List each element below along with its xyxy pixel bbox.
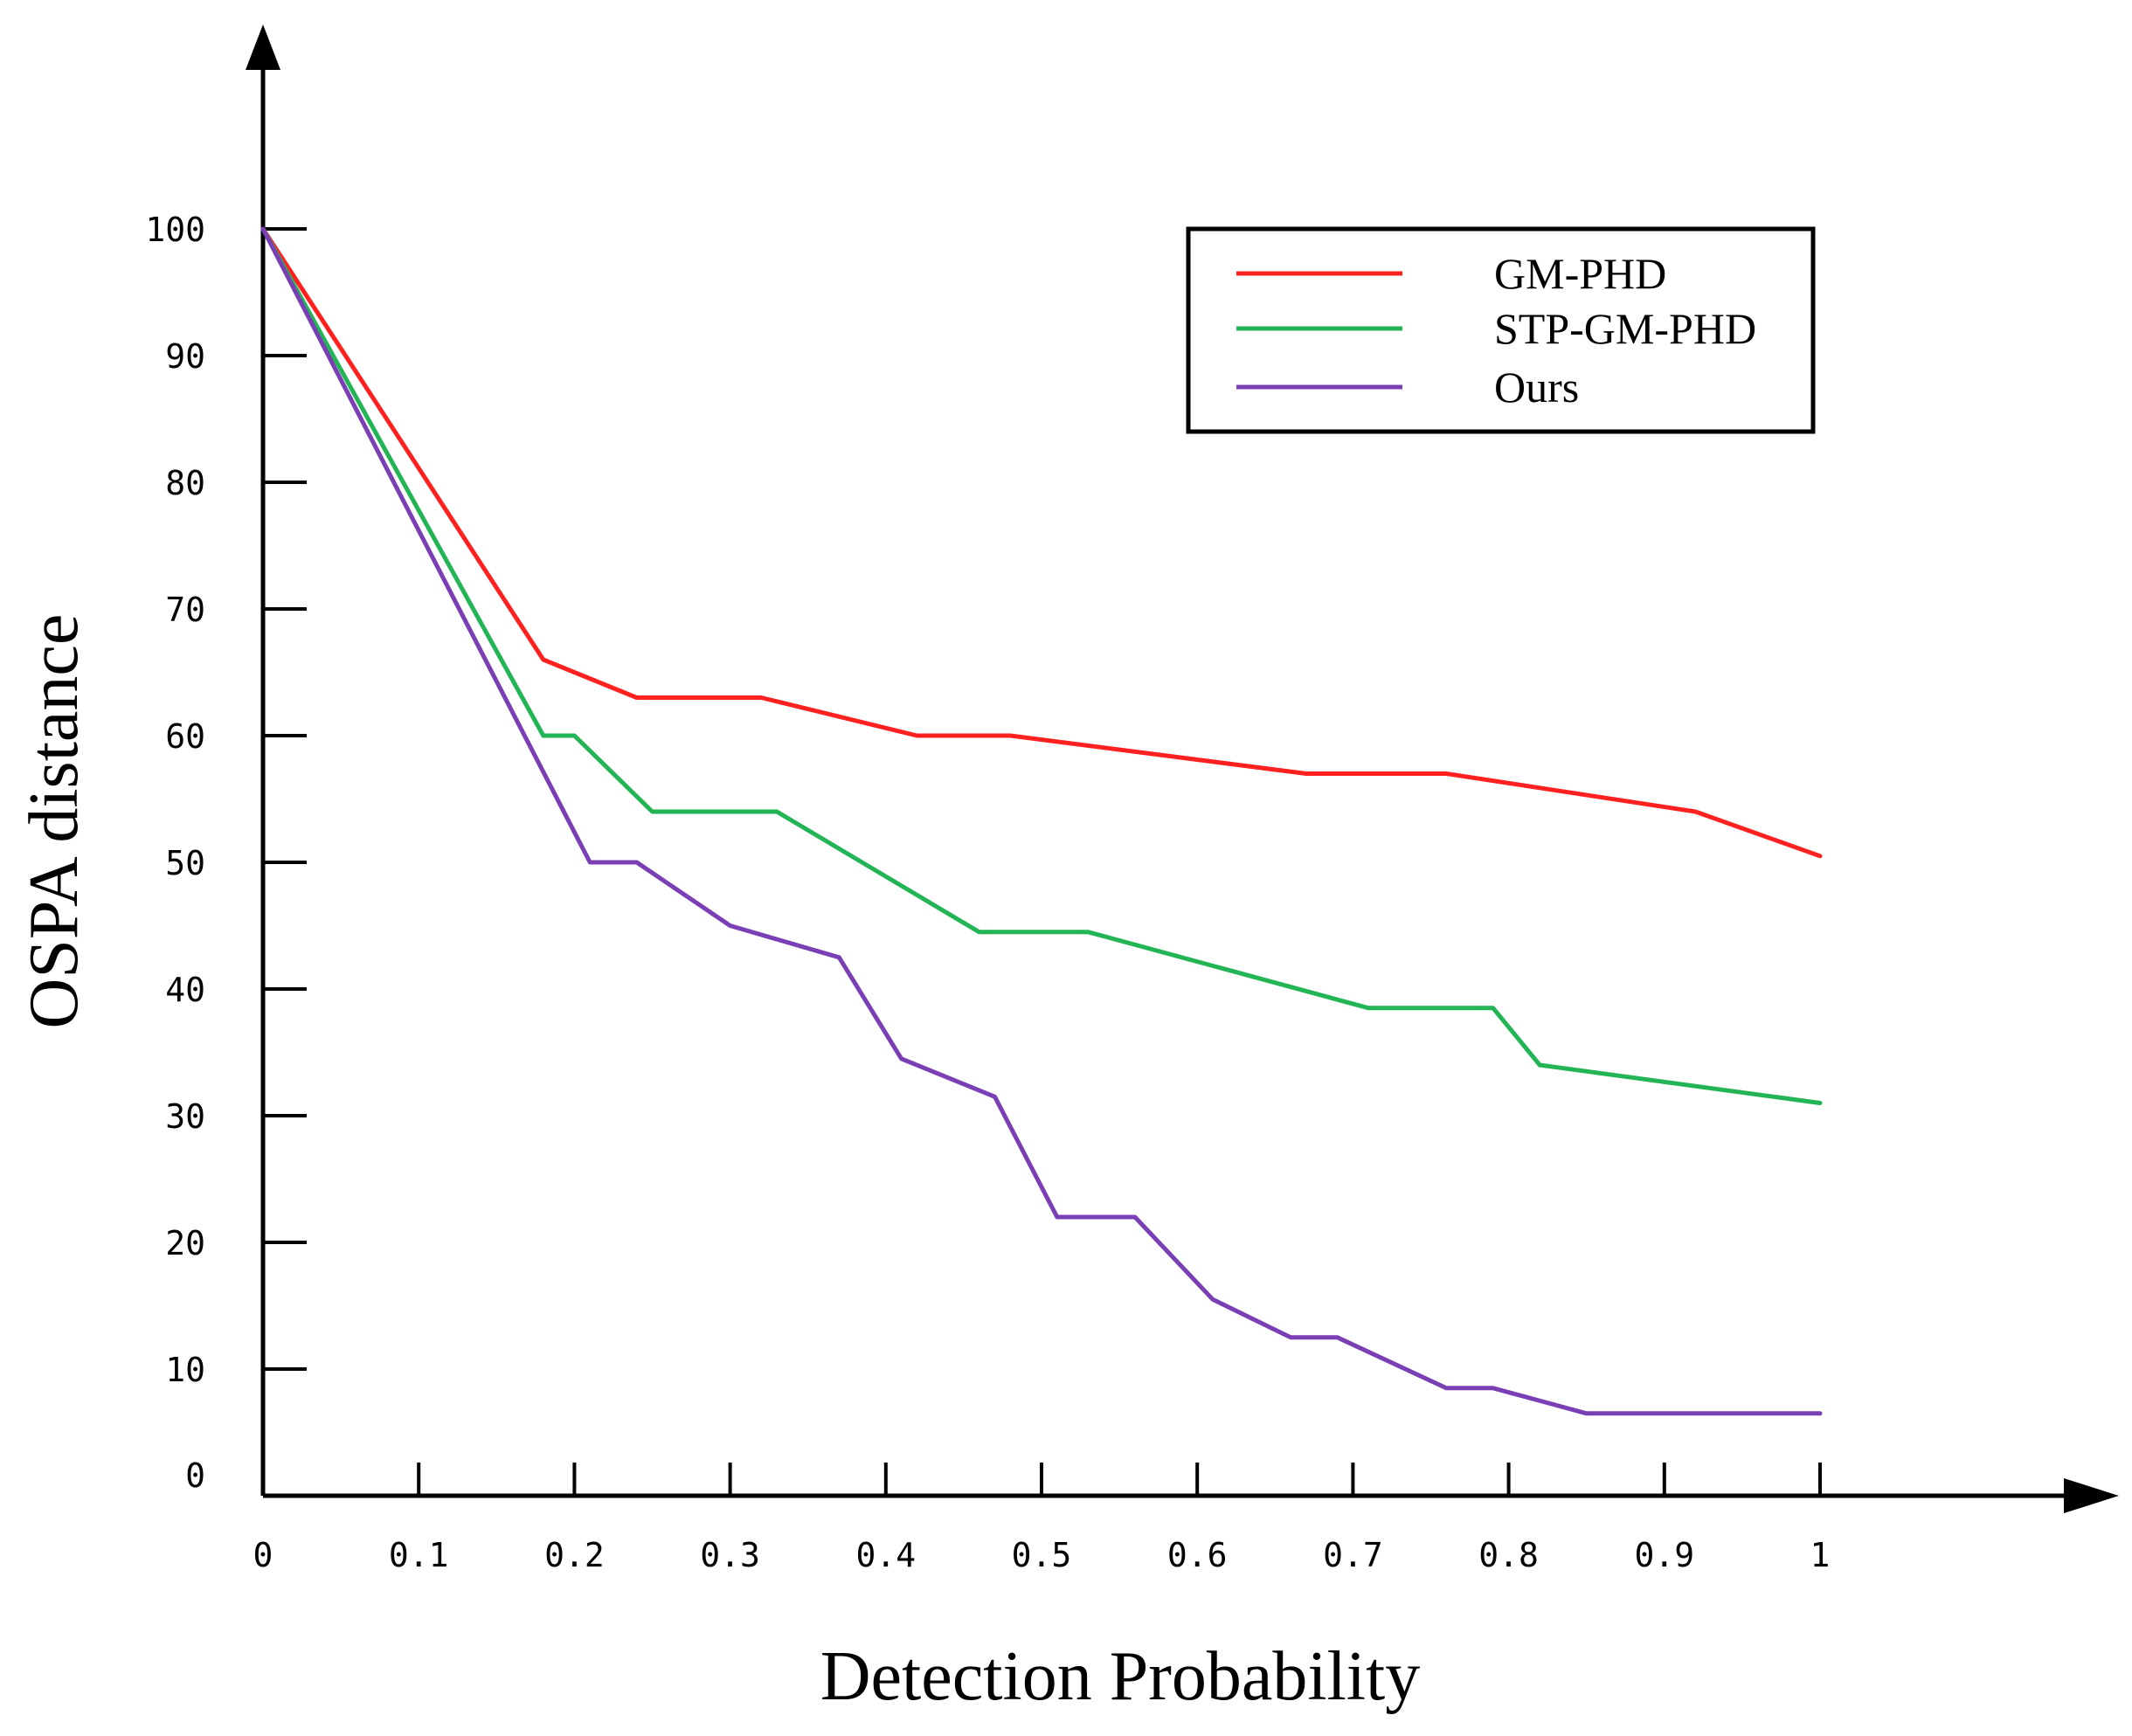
series-line-gm-phd (260, 226, 1823, 859)
legend-label-gm-phd: GM-PHD (1494, 249, 1666, 298)
legend-label-stp-gm-phd: STP-GM-PHD (1494, 304, 1756, 353)
y-tick-label-80: 80 (165, 464, 205, 502)
y-axis-title: OSPA distance (16, 614, 93, 1029)
y-tick-label-10: 10 (165, 1351, 205, 1389)
x-tick-label-0-1: 0.1 (389, 1536, 449, 1574)
x-tick-label-0-2: 0.2 (544, 1536, 605, 1574)
x-axis-ticks: 0 0.1 0.2 0.3 0.4 0.5 0.6 0.7 0.8 0.9 1 (253, 1463, 1831, 1574)
x-tick-label-0-8: 0.8 (1478, 1536, 1539, 1574)
x-tick-label-0-7: 0.7 (1323, 1536, 1383, 1574)
x-tick-label-1: 1 (1810, 1536, 1831, 1574)
x-tick-label-0-4: 0.4 (855, 1536, 916, 1574)
y-tick-label-60: 60 (165, 717, 205, 756)
legend: GM-PHD STP-GM-PHD Ours (1186, 226, 1816, 434)
y-axis-arrowhead (246, 24, 280, 70)
x-tick-label-0-3: 0.3 (700, 1536, 760, 1574)
series-lines (260, 226, 1823, 1416)
y-tick-label-40: 40 (165, 971, 205, 1009)
y-tick-label-50: 50 (165, 844, 205, 882)
y-axis-ticks: 0 10 20 30 40 50 60 70 80 90 100 (145, 211, 307, 1495)
series-line-ours (260, 226, 1823, 1416)
x-tick-label-0: 0 (253, 1536, 273, 1574)
x-tick-label-0-6: 0.6 (1167, 1536, 1228, 1574)
y-tick-label-30: 30 (165, 1097, 205, 1136)
x-axis-title: Detection Probability (820, 1638, 1421, 1715)
y-tick-label-20: 20 (165, 1224, 205, 1262)
y-tick-label-70: 70 (165, 591, 205, 629)
x-tick-label-0-9: 0.9 (1634, 1536, 1694, 1574)
legend-label-ours: Ours (1494, 363, 1579, 412)
x-tick-label-0-5: 0.5 (1012, 1536, 1072, 1574)
x-axis-arrowhead (2064, 1478, 2119, 1513)
y-tick-label-90: 90 (165, 337, 205, 376)
series-line-stp-gm-phd (260, 226, 1823, 1105)
y-tick-label-100: 100 (145, 211, 205, 249)
y-tick-label-0: 0 (185, 1456, 205, 1495)
